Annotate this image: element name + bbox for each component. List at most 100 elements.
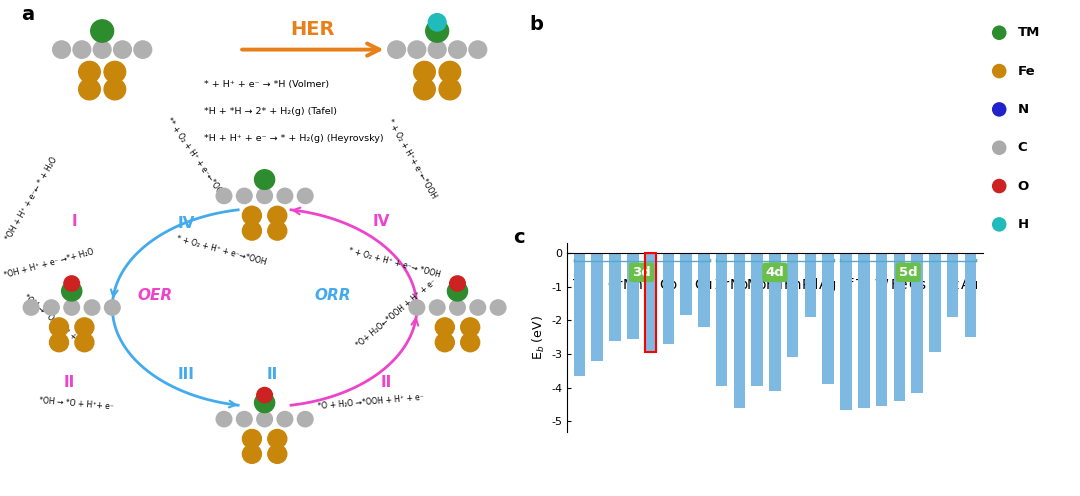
Text: 5d: 5d (899, 266, 918, 279)
Text: III: III (177, 368, 194, 382)
Circle shape (64, 300, 80, 315)
Text: Fe: Fe (1017, 64, 1036, 77)
Circle shape (414, 62, 435, 82)
Bar (876, 253, 888, 406)
Text: I: I (269, 216, 275, 231)
Circle shape (440, 79, 461, 100)
Circle shape (430, 300, 445, 315)
Bar (662, 253, 674, 344)
Text: b: b (529, 15, 543, 34)
Circle shape (113, 41, 132, 58)
Bar (964, 253, 976, 337)
Circle shape (79, 62, 100, 82)
Text: *H + H⁺ + e⁻ → * + H₂(g) (Heyrovsky): *H + H⁺ + e⁻ → * + H₂(g) (Heyrovsky) (204, 134, 383, 143)
Text: *O + H₂O →*OOH + H⁺ + e⁻: *O + H₂O →*OOH + H⁺ + e⁻ (318, 393, 424, 411)
Circle shape (75, 318, 94, 336)
Bar (627, 253, 638, 339)
Text: IV: IV (373, 214, 390, 229)
Circle shape (216, 188, 232, 203)
Circle shape (447, 281, 468, 301)
Bar (858, 253, 869, 408)
Text: TM: TM (1017, 26, 1040, 39)
Text: *OH + H⁺ + e⁻← * + H₂O: *OH + H⁺ + e⁻← * + H₂O (3, 155, 58, 242)
Circle shape (105, 300, 120, 315)
Circle shape (62, 281, 82, 301)
Bar (645, 253, 657, 353)
Circle shape (50, 333, 68, 352)
Circle shape (448, 41, 467, 58)
Circle shape (469, 41, 487, 58)
Circle shape (104, 79, 125, 100)
Text: 3d: 3d (632, 266, 651, 279)
Circle shape (449, 300, 465, 315)
Circle shape (73, 41, 91, 58)
Text: N: N (1017, 103, 1029, 116)
Circle shape (449, 276, 465, 291)
Text: O: O (1017, 180, 1029, 192)
Bar (823, 253, 834, 384)
Circle shape (242, 222, 261, 240)
Y-axis label: E$_b$ (eV): E$_b$ (eV) (530, 315, 546, 360)
Bar (645, 253, 657, 353)
Circle shape (64, 276, 80, 291)
Bar (609, 253, 621, 341)
Circle shape (268, 222, 287, 240)
Text: II: II (267, 368, 278, 382)
Text: *H + *H → 2* + H₂(g) (Tafel): *H + *H → 2* + H₂(g) (Tafel) (204, 107, 337, 116)
Bar (680, 253, 692, 315)
Text: a: a (21, 5, 35, 24)
Circle shape (50, 318, 68, 336)
Circle shape (53, 41, 70, 58)
Circle shape (255, 170, 274, 189)
Circle shape (24, 300, 39, 315)
Text: OER: OER (138, 288, 173, 303)
Text: * + H⁺ + e⁻ → *H (Volmer): * + H⁺ + e⁻ → *H (Volmer) (204, 80, 328, 89)
Circle shape (470, 300, 486, 315)
Text: H: H (1017, 218, 1029, 231)
Text: 4d: 4d (766, 266, 784, 279)
Circle shape (278, 188, 293, 203)
Text: * + O₂ + H⁺ + e⁻→ *OOH: * + O₂ + H⁺ + e⁻→ *OOH (347, 247, 441, 280)
Text: *O+ H₂O←*OOH + H⁺ + e⁻: *O+ H₂O←*OOH + H⁺ + e⁻ (354, 277, 438, 349)
Text: IV: IV (177, 216, 194, 231)
Bar (947, 253, 958, 317)
Circle shape (429, 13, 446, 31)
Circle shape (429, 41, 446, 58)
Circle shape (414, 79, 435, 100)
Circle shape (84, 300, 99, 315)
Circle shape (237, 188, 252, 203)
Bar (716, 253, 727, 386)
Circle shape (242, 206, 261, 225)
Text: II: II (64, 375, 75, 390)
Text: * + O₂ + H⁺+ e⁻←*OOH: * + O₂ + H⁺+ e⁻←*OOH (386, 118, 438, 200)
Point (990, 67, 1008, 75)
Text: *OH → *O + H⁺ + e⁻: *OH → *O + H⁺ + e⁻ (22, 293, 86, 349)
Bar (769, 253, 781, 391)
Circle shape (435, 333, 455, 352)
Bar (787, 253, 798, 358)
Circle shape (43, 300, 59, 315)
Bar (698, 253, 710, 327)
Circle shape (75, 333, 94, 352)
Circle shape (242, 430, 261, 448)
Bar (929, 253, 941, 353)
Text: *OH + H⁺ + e⁻ →*+ H₂O: *OH + H⁺ + e⁻ →*+ H₂O (3, 247, 95, 280)
Circle shape (278, 412, 293, 427)
Circle shape (91, 20, 113, 42)
Circle shape (408, 41, 426, 58)
Point (990, 182, 1008, 190)
Circle shape (216, 412, 232, 427)
Circle shape (297, 188, 313, 203)
Circle shape (237, 412, 252, 427)
Circle shape (257, 412, 272, 427)
Circle shape (426, 20, 448, 42)
Circle shape (134, 41, 151, 58)
Bar (912, 253, 922, 393)
Bar (840, 253, 852, 410)
Text: *OH → *O + H⁺+ e⁻: *OH → *O + H⁺+ e⁻ (39, 396, 114, 411)
Point (990, 29, 1008, 37)
Circle shape (435, 318, 455, 336)
Circle shape (440, 62, 461, 82)
Bar (805, 253, 816, 317)
Circle shape (93, 41, 111, 58)
